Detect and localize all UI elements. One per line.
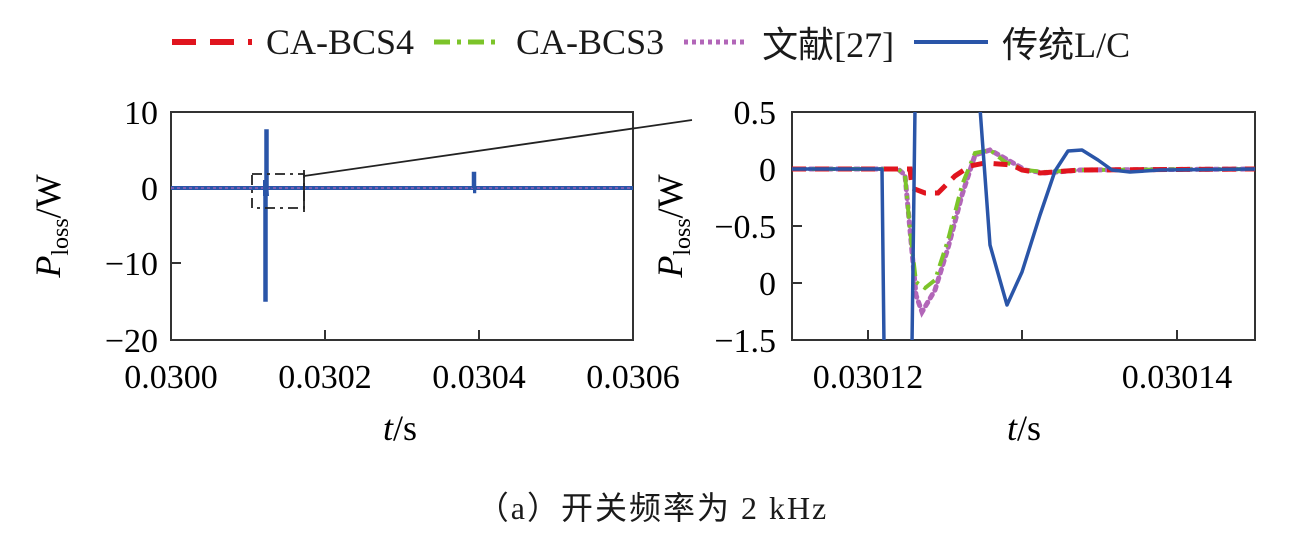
legend: CA-BCS4 CA-BCS3 文献[27] 传统L/C (170, 14, 1148, 70)
right-xlabel: t/s (1007, 408, 1041, 448)
right-axes-box (791, 111, 1256, 341)
legend-label: 传统L/C (1002, 25, 1131, 65)
right-series-ca-bcs3 (792, 147, 1255, 291)
left-ytick: 10 (124, 95, 158, 132)
right-xtick: 0.03014 (1122, 359, 1233, 396)
left-ytick: −20 (105, 323, 158, 360)
figure-canvas: Ploss/W 10 0 −10 −20 0.0300 0.0302 0.030… (28, 95, 1256, 448)
right-series-chuantong-lc (792, 112, 1255, 340)
svg-text:Ploss/W: Ploss/W (650, 174, 696, 278)
svg-text:Ploss/W: Ploss/W (28, 174, 74, 278)
left-series-lc-spike (263, 129, 269, 302)
left-ylabel: Ploss/W (28, 174, 74, 278)
left-xlabel: t/s (383, 408, 417, 448)
left-xtick: 0.0300 (124, 359, 218, 396)
legend-label: CA-BCS4 (266, 22, 415, 62)
right-ylabel: Ploss/W (650, 174, 696, 278)
right-plot: Ploss/W 0.5 0 −0.5 0 −1.5 0.03012 0.0301… (650, 95, 1256, 448)
right-ytick: 0 (759, 152, 776, 189)
figure-caption: （a）开关频率为 2 kHz (476, 490, 829, 526)
solid-line-swatch-icon (914, 40, 989, 44)
legend-label: 文献[27] (762, 25, 895, 65)
right-ytick: 0.5 (734, 95, 777, 132)
left-plot: Ploss/W 10 0 −10 −20 0.0300 0.0302 0.030… (28, 95, 693, 448)
legend-item-ca-bcs4: CA-BCS4 (170, 21, 414, 63)
dashdot-line-swatch-icon (434, 39, 503, 45)
zoom-leader-line (303, 119, 693, 177)
dotted-line-swatch-icon (684, 39, 749, 45)
zoom-region-box (251, 173, 305, 209)
left-xtick: 0.0306 (586, 359, 680, 396)
legend-item-chuantong-lc: 传统L/C (912, 16, 1130, 68)
legend-item-ca-bcs3: CA-BCS3 (432, 21, 664, 63)
right-ytick: −0.5 (714, 209, 776, 246)
right-xtick: 0.03012 (813, 359, 924, 396)
left-axes-box (170, 111, 634, 341)
dashed-line-swatch-icon (172, 39, 252, 45)
left-ytick: −10 (105, 246, 158, 283)
legend-label: CA-BCS3 (516, 22, 665, 62)
right-series-wenxian27 (792, 147, 1255, 318)
right-series-ca-bcs4 (792, 160, 1255, 196)
left-ytick: 0 (141, 171, 158, 208)
right-ytick: 0 (759, 266, 776, 303)
left-xtick: 0.0302 (278, 359, 372, 396)
right-ytick: −1.5 (714, 323, 776, 360)
legend-item-wenxian27: 文献[27] (682, 16, 894, 68)
left-xtick: 0.0304 (432, 359, 526, 396)
